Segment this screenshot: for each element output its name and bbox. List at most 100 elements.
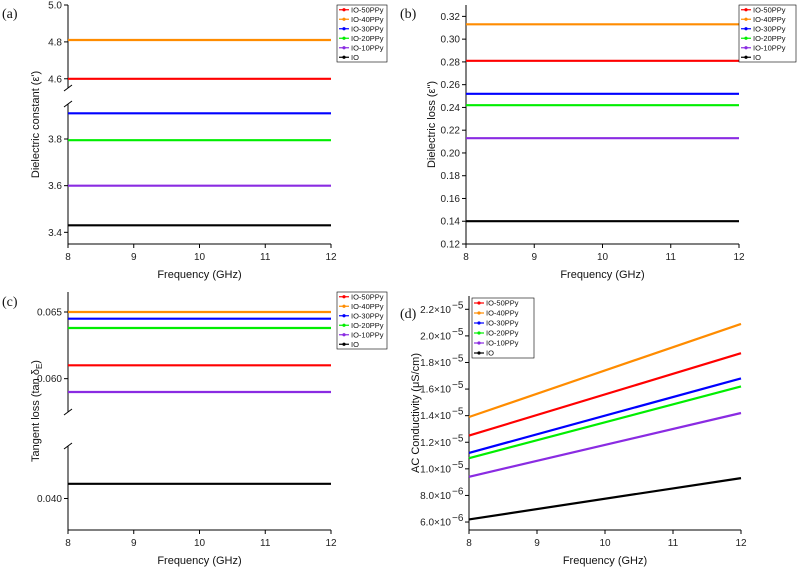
y-tick-exponent: −5 [452,460,464,471]
y-tick-exponent: −5 [452,327,464,338]
legend-box [471,297,535,359]
y-tick-label: 3.8 [48,135,62,146]
legend-marker [477,321,481,325]
legend-label: IO-40PPy [753,15,786,24]
x-tick-label: 11 [666,252,677,263]
legend-label: IO-40PPy [351,302,384,311]
panel-label: (d) [400,307,417,322]
x-tick-label: 11 [668,538,679,549]
x-tick-label: 10 [597,252,609,263]
panel-a: (a) 8 9 10 11 12 4.6 4.8 5.0 3.4 3.6 3.8 Frequency (… [2,1,388,281]
y-axis-label-end: ) [30,360,42,364]
y-tick-label: 4.6 [48,74,62,85]
y-tick-exponent: −6 [452,513,464,524]
y-tick-label: 0.22 [441,126,461,137]
legend: IO-50PPyIO-40PPyIO-30PPyIO-20PPyIO-10PPy… [336,291,388,350]
legend-marker [477,331,481,335]
series-line-IO-30PPy [468,377,742,454]
x-tick-label: 12 [733,252,745,263]
legend-label: IO-30PPy [486,319,519,328]
y-tick-exponent: −5 [452,407,464,418]
legend-marker [342,314,346,318]
y-tick-label: 0.30 [441,35,461,46]
series-line-IO-20PPy [468,385,742,460]
y-tick-exponent: −5 [452,433,464,444]
legend-label: IO-20PPy [486,329,519,338]
legend-box [336,4,388,63]
x-tick-label: 8 [463,252,469,263]
legend-marker [342,27,346,31]
legend-label: IO-30PPy [351,24,384,33]
x-tick-label: 8 [466,538,472,549]
legend-label: IO-50PPy [351,5,384,14]
x-axis-label: Frequency (GHz) [560,269,644,281]
panel-d: (d)8 9 10 11 126.0×10 −68.0×10 −61.0×10 −51.2×1… [400,296,747,567]
legend-marker [342,333,346,337]
legend-label: IO-30PPy [351,311,384,320]
axis-break-mark [63,442,73,450]
y-tick-exponent: −5 [452,353,464,364]
x-tick-label: 8 [65,538,71,549]
y-tick-label: 0.24 [441,103,461,114]
y-tick-label: 1.2×10 [420,438,451,449]
y-tick-label: 4.8 [48,37,62,48]
legend-label: IO-40PPy [486,309,519,318]
y-tick-label: 0.040 [37,494,62,505]
legend-label: IO [351,340,359,349]
legend-label: IO-30PPy [753,24,786,33]
y-tick-label: 1.4×10 [420,411,451,422]
panel-label: (b) [400,7,417,22]
y-tick-label: 3.4 [48,228,62,239]
legend-marker [744,17,748,21]
series-line-IO-40PPy [468,322,742,419]
panel-b: (b) 8 9 10 11 12 0.12 0.14 0.16 0.18 0.20 0.22 0.24 0… [400,4,797,281]
axis-break-mark [63,408,73,416]
y-tick-label: 1.0×10 [420,464,451,475]
panel-c: (c) 8 9 10 11 12 0.060 0.065 0.040 Frequency (GHz… [2,291,388,567]
y-tick-label: 0.14 [441,217,461,228]
y-axis-label-main: Tangent loss (tan δ [30,369,42,462]
legend-label: IO [486,349,494,358]
y-tick-label: 1.8×10 [420,358,451,369]
x-axis-label: Frequency (GHz) [563,555,647,567]
legend-label: IO-50PPy [351,292,384,301]
y-axis-label: Tangent loss (tan δE) [30,360,44,462]
y-axis-label: Dielectric loss (ε") [426,81,438,168]
legend-box [738,4,797,63]
legend-label: IO-10PPy [351,43,384,52]
y-tick-label: 0.20 [441,148,461,159]
y-tick-label: 3.6 [48,181,62,192]
x-axis-label: Frequency (GHz) [157,555,241,567]
y-tick-label: 2.0×10 [420,331,451,342]
legend-label: IO-10PPy [486,339,519,348]
y-tick-label: 0.18 [441,171,461,182]
x-tick-label: 12 [325,538,337,549]
x-tick-label: 8 [65,252,71,263]
y-tick-label: 0.12 [441,240,461,251]
panel-label: (a) [2,7,18,22]
y-tick-label: 0.32 [441,12,461,23]
x-tick-label: 9 [131,538,137,549]
legend-marker [744,46,748,50]
series-line-IO [468,477,742,521]
x-tick-label: 11 [260,252,271,263]
legend-label: IO-10PPy [351,330,384,339]
legend-label: IO-10PPy [753,43,786,52]
legend-marker [744,36,748,40]
y-tick-label: 0.16 [441,194,461,205]
x-tick-label: 9 [534,538,540,549]
y-tick-exponent: −5 [452,300,464,311]
legend-label: IO [351,53,359,62]
legend-marker [342,304,346,308]
x-tick-label: 10 [194,538,206,549]
x-tick-label: 10 [194,252,206,263]
y-tick-label: 0.065 [37,308,62,319]
x-tick-label: 9 [131,252,137,263]
legend-marker [342,295,346,299]
legend-marker [477,351,481,355]
legend-marker [477,311,481,315]
series-line-IO-50PPy [468,352,742,437]
legend-marker [342,46,346,50]
legend-label: IO-40PPy [351,15,384,24]
